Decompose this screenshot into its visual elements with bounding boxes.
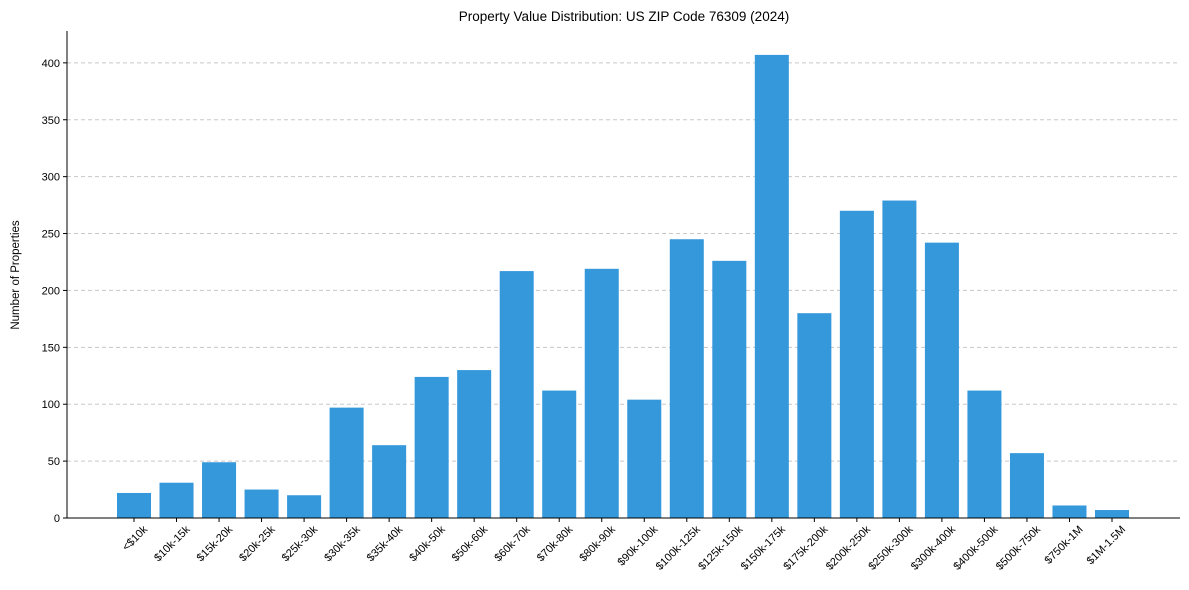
x-tick-label: $175k-200k (781, 523, 830, 572)
bar (244, 489, 279, 518)
bar (414, 376, 449, 518)
x-tick-label: $80k-90k (577, 523, 618, 564)
bar (627, 399, 662, 518)
bar (1094, 510, 1130, 518)
bar (202, 462, 237, 518)
bar (754, 54, 789, 518)
y-tick-label: 400 (42, 58, 60, 70)
x-tick-label: $300k-400k (909, 523, 958, 572)
x-tick-label: $60k-70k (492, 523, 533, 564)
bar (542, 390, 577, 518)
y-tick-label: 350 (42, 115, 60, 127)
bar (287, 495, 322, 518)
x-tick-label: $70k-80k (535, 523, 576, 564)
bar (1009, 453, 1044, 518)
x-tick-label: $400k-500k (951, 523, 1000, 572)
gridlines (67, 62, 1180, 462)
bar (669, 239, 704, 519)
x-tick-label: $15k-20k (195, 523, 236, 564)
x-tick-label: $35k-40k (365, 523, 406, 564)
bars (116, 54, 1130, 519)
bar (924, 242, 959, 518)
y-tick-label: 150 (42, 342, 60, 354)
bar (584, 268, 619, 518)
y-axis-label: Number of Properties (10, 220, 22, 330)
bar (839, 210, 874, 518)
bar (712, 260, 747, 518)
x-tick-label: $200k-250k (824, 523, 873, 572)
x-tick-label: $250k-300k (866, 523, 915, 572)
x-tick-label: $25k-30k (280, 523, 321, 564)
x-tick-label: $500k-750k (994, 523, 1043, 572)
bar (1052, 505, 1087, 518)
x-tick-label: $150k-175k (739, 523, 788, 572)
x-tick-label: $750k-1M (1043, 524, 1086, 567)
bar (159, 482, 194, 518)
x-tick-label: $1M-1.5M (1085, 524, 1129, 568)
bar (499, 271, 534, 518)
x-axis-ticks: <$10k $10k-15k $15k-20k $20k-25k $25k-30k $30… (120, 518, 1128, 573)
bar (797, 313, 832, 518)
y-tick-label: 200 (42, 285, 60, 297)
bar (967, 390, 1002, 518)
x-tick-label: <$10k (120, 523, 150, 553)
x-tick-label: $125k-150k (696, 523, 745, 572)
bar (882, 200, 917, 518)
y-tick-label: 250 (42, 229, 60, 241)
bar (372, 445, 407, 518)
y-tick-label: 0 (54, 513, 60, 525)
y-axis-ticks: 0 50 100 150 200 250 300 350 400 (42, 58, 67, 525)
x-tick-label: $30k-35k (322, 523, 363, 564)
x-tick-label: $20k-25k (237, 523, 278, 564)
bar (457, 370, 492, 518)
x-tick-label: $100k-125k (654, 523, 703, 572)
x-tick-label: $40k-50k (407, 523, 448, 564)
x-tick-label: $90k-100k (616, 523, 661, 568)
bar (329, 407, 364, 518)
x-tick-label: $10k-15k (152, 523, 193, 564)
y-tick-label: 100 (42, 399, 60, 411)
chart-title: Property Value Distribution: US ZIP Code… (459, 9, 789, 24)
x-tick-label: $50k-60k (450, 523, 491, 564)
y-tick-label: 50 (48, 456, 60, 468)
bar (116, 492, 152, 518)
y-tick-label: 300 (42, 172, 60, 184)
